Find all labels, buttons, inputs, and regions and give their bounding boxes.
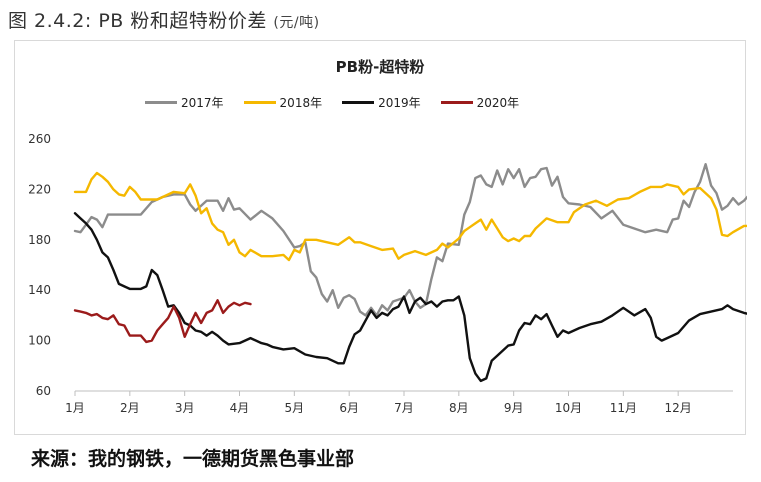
x-tick-label: 4月 [230,401,250,415]
x-tick-label: 7月 [394,401,414,415]
legend-swatch [342,101,375,104]
legend-label: 2018年 [279,96,323,110]
series-line-2017年 [73,163,747,317]
figure-caption-main: 图 2.4.2: PB 粉和超特粉价差 [8,10,267,32]
x-tick-label: 5月 [285,401,305,415]
series-line-2020年 [73,299,252,344]
y-tick-label: 140 [28,283,51,297]
legend-item: 2019年 [342,94,421,111]
legend-label: 2017年 [181,96,224,110]
legend-swatch [243,101,276,104]
legend-label: 2020年 [476,96,520,110]
chart-legend: 2017年 2018年 2019年 2020年 [145,94,519,111]
figure-caption: 图 2.4.2: PB 粉和超特粉价差 (元/吨) [8,6,320,33]
y-tick-label: 220 [28,182,51,196]
legend-swatch [440,101,473,104]
x-tick-label: 10月 [555,401,582,415]
legend-label: 2019年 [378,96,421,110]
x-tick-label: 9月 [504,401,524,415]
x-tick-label: 12月 [665,401,692,415]
legend-item: 2017年 [145,94,224,111]
x-tick-label: 6月 [339,401,359,415]
y-tick-label: 260 [28,132,51,146]
x-tick-label: 3月 [175,401,195,415]
legend-swatch [145,101,177,104]
source-note: 来源：我的钢铁，一德期货黑色事业部 [31,448,355,470]
y-tick-label: 180 [28,233,51,247]
chart-frame: PB粉-超特粉 2017年 2018年 2019年 2020年 1月 2月 3月 4月 5月 6… [14,40,747,435]
figure-caption-unit: (元/吨) [273,15,320,31]
series-line-2018年 [73,171,747,262]
x-tick-label: 11月 [610,401,637,415]
legend-item: 2020年 [440,94,520,111]
series-line-2019年 [73,212,747,383]
y-tick-label: 100 [28,334,51,348]
x-tick-label: 1月 [65,401,85,415]
chart-title: PB粉-超特粉 [335,58,425,76]
chart-plot: 1月 2月 3月 4月 5月 6月 7月 8月 9月 10月 11月 12月 60 100 140 180 22… [28,132,747,415]
x-tick-label: 2月 [120,401,140,415]
y-tick-label: 60 [36,384,51,398]
x-tick-label: 8月 [449,401,469,415]
legend-item: 2018年 [243,94,323,111]
